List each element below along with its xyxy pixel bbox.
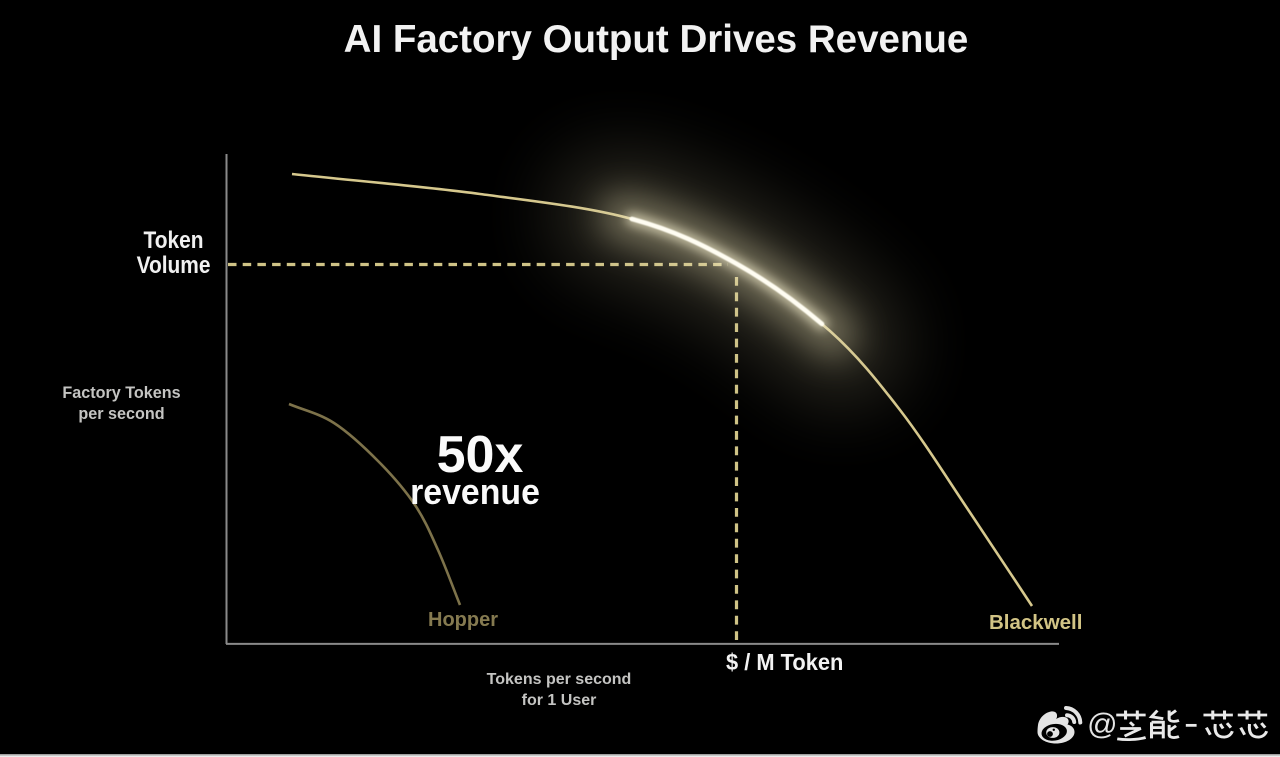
- svg-text:@: @: [1087, 708, 1117, 741]
